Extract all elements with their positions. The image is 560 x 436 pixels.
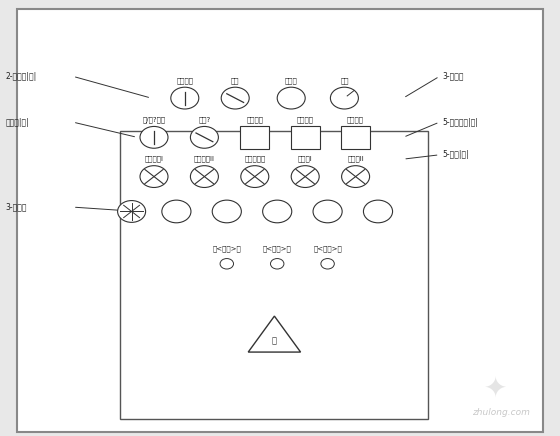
Text: 液位高: 液位高 bbox=[285, 77, 297, 84]
Text: 5-带灯按钮|绿|: 5-带灯按钮|绿| bbox=[442, 118, 478, 126]
Text: 手/自?选择: 手/自?选择 bbox=[142, 116, 166, 123]
Text: 频率显示: 频率显示 bbox=[297, 116, 314, 123]
Circle shape bbox=[342, 166, 370, 187]
Circle shape bbox=[171, 87, 199, 109]
Text: 5-按钮|红|: 5-按钮|红| bbox=[442, 150, 469, 159]
Text: 计量泵II: 计量泵II bbox=[347, 156, 364, 163]
Text: 加药搅拌II: 加药搅拌II bbox=[194, 156, 215, 163]
Text: 运速?: 运速? bbox=[198, 116, 211, 123]
Text: 急停: 急停 bbox=[340, 77, 349, 84]
Circle shape bbox=[140, 166, 168, 187]
Text: 计量泵I: 计量泵I bbox=[298, 156, 312, 163]
Text: 加药搅拌I: 加药搅拌I bbox=[144, 156, 164, 163]
Text: 慢<调速>快: 慢<调速>快 bbox=[263, 245, 292, 252]
Text: 故障: 故障 bbox=[231, 77, 240, 84]
Circle shape bbox=[263, 200, 292, 223]
Circle shape bbox=[270, 259, 284, 269]
Circle shape bbox=[291, 166, 319, 187]
Text: 2-指示灯|红|: 2-指示灯|红| bbox=[6, 72, 37, 81]
Text: 千桶投发装: 千桶投发装 bbox=[244, 156, 265, 163]
Text: ✦: ✦ bbox=[484, 374, 507, 402]
Circle shape bbox=[241, 166, 269, 187]
Text: 3-频率表: 3-频率表 bbox=[442, 72, 464, 81]
Circle shape bbox=[221, 87, 249, 109]
Text: 频率显示: 频率显示 bbox=[246, 116, 263, 123]
Circle shape bbox=[321, 259, 334, 269]
Circle shape bbox=[118, 201, 146, 222]
Circle shape bbox=[277, 87, 305, 109]
Circle shape bbox=[190, 126, 218, 148]
Text: 频率显示: 频率显示 bbox=[347, 116, 364, 123]
Bar bbox=[291, 126, 320, 149]
Circle shape bbox=[212, 200, 241, 223]
Polygon shape bbox=[248, 316, 301, 352]
Circle shape bbox=[330, 87, 358, 109]
Bar bbox=[240, 126, 269, 149]
Text: 慢<调速>快: 慢<调速>快 bbox=[313, 245, 342, 252]
Circle shape bbox=[220, 259, 234, 269]
Circle shape bbox=[140, 126, 168, 148]
Circle shape bbox=[363, 200, 393, 223]
Bar bbox=[120, 131, 428, 419]
Circle shape bbox=[162, 200, 191, 223]
Text: 𝄞: 𝄞 bbox=[272, 337, 277, 346]
Circle shape bbox=[190, 166, 218, 187]
Text: 3-电位器: 3-电位器 bbox=[6, 203, 27, 211]
Text: zhulong.com: zhulong.com bbox=[472, 408, 530, 416]
Text: 慢<调速>快: 慢<调速>快 bbox=[212, 245, 241, 252]
Bar bbox=[341, 126, 370, 149]
Text: 指示灯|白|: 指示灯|白| bbox=[6, 118, 29, 126]
Circle shape bbox=[313, 200, 342, 223]
Text: 电源接通: 电源接通 bbox=[176, 77, 193, 84]
